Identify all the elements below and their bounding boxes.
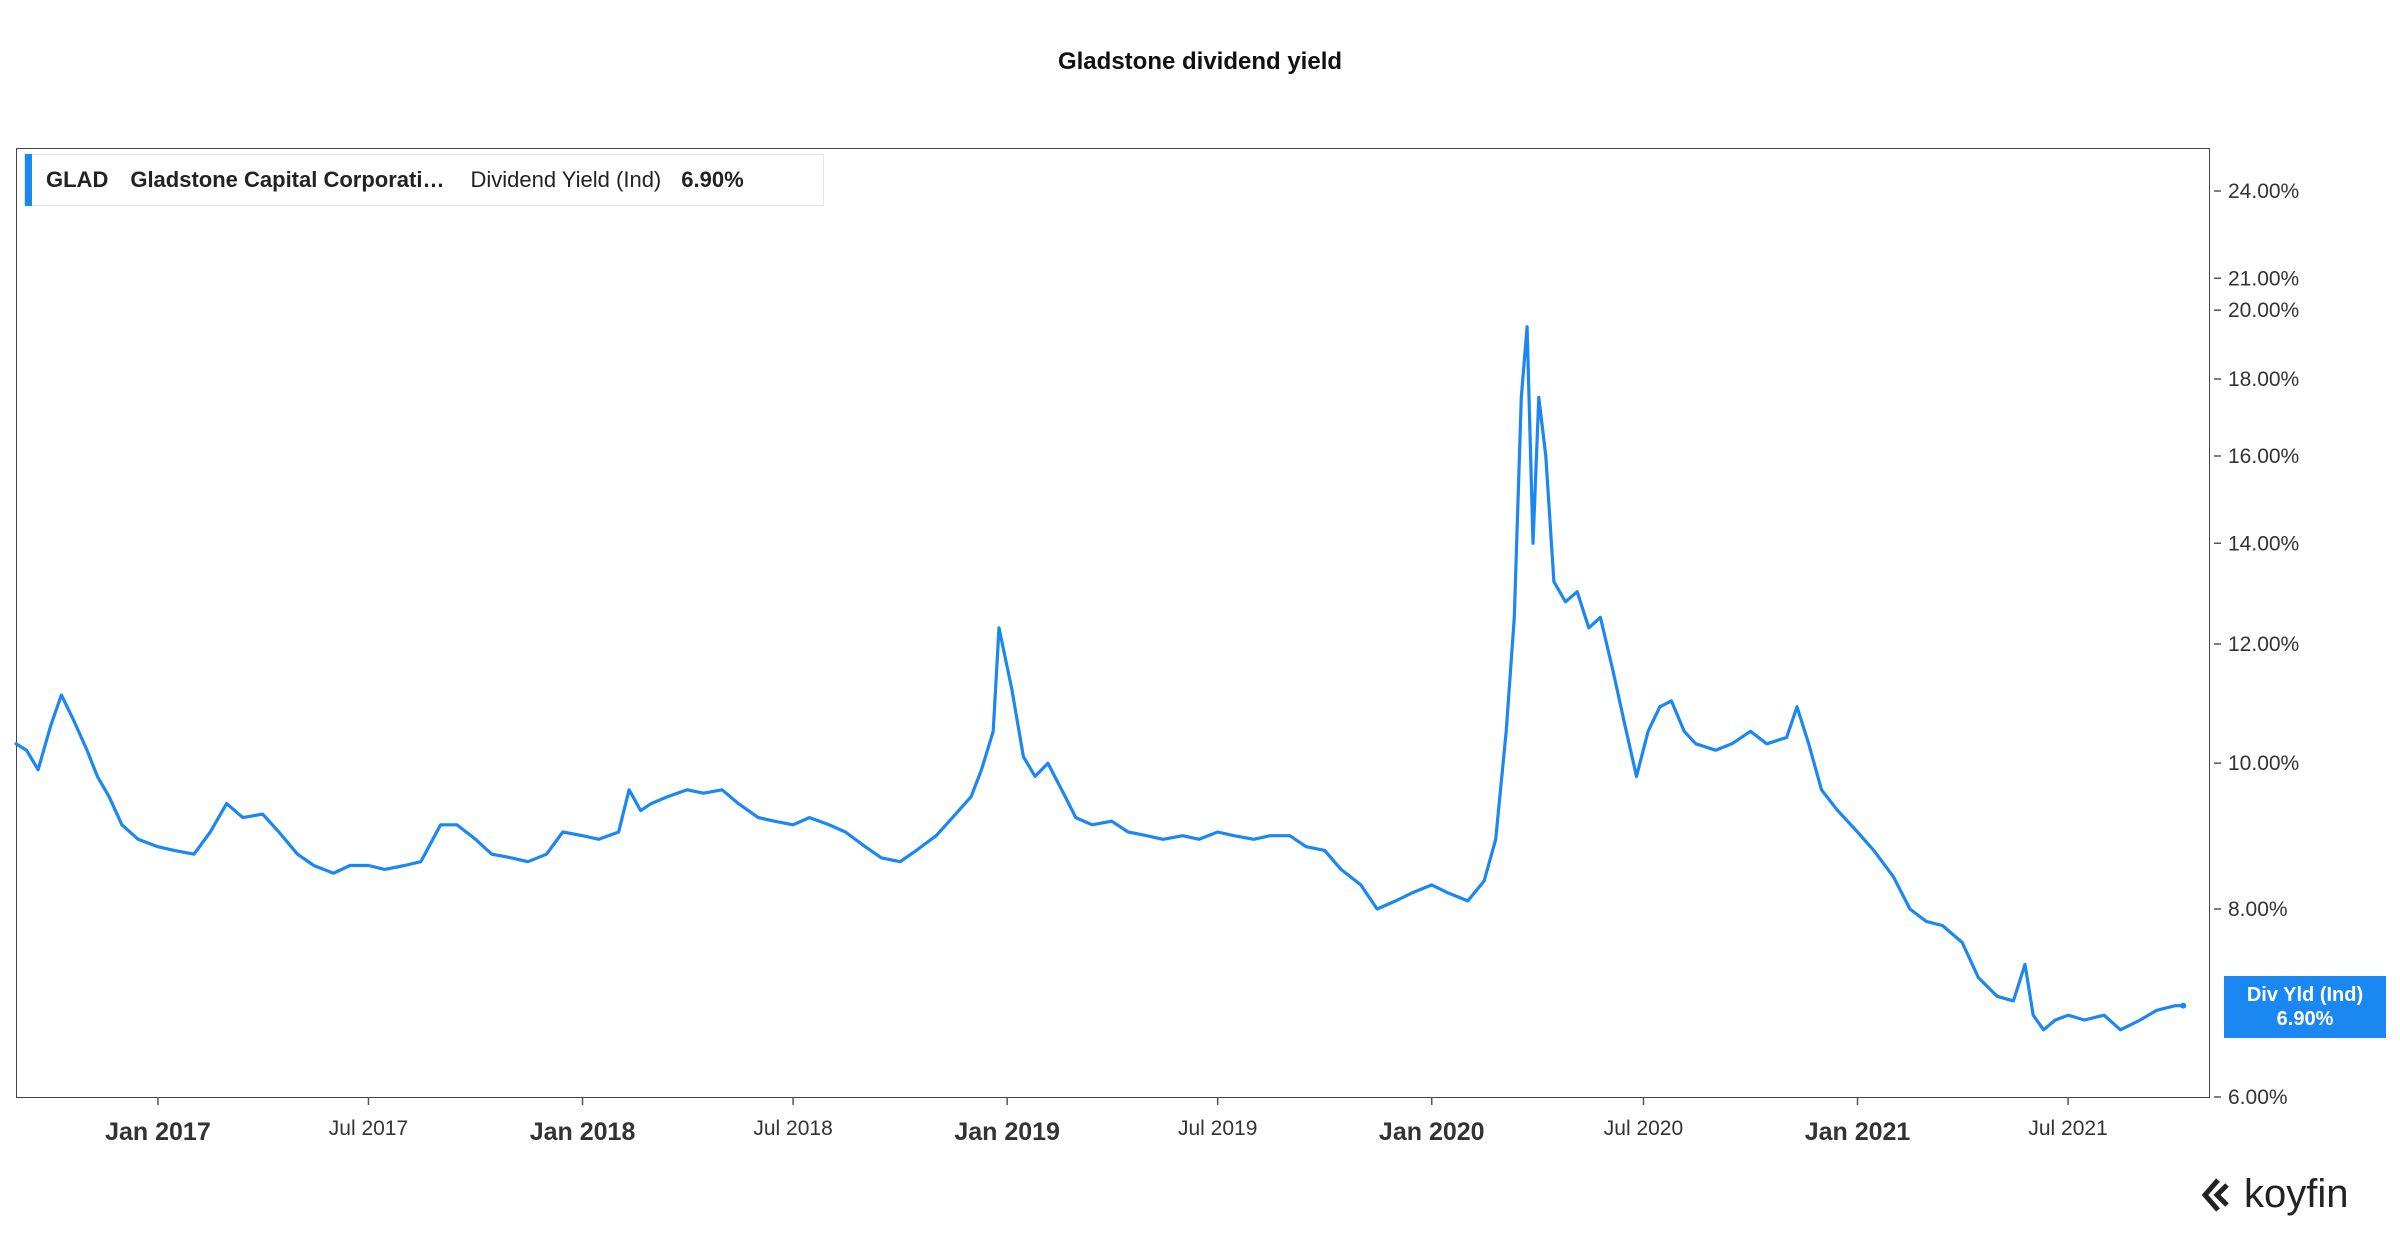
brand-logo: koyfin [2200, 1172, 2349, 1217]
chart-title: Gladstone dividend yield [1057, 48, 1343, 75]
series-line [14, 325, 2185, 1032]
legend-color-swatch [25, 154, 32, 206]
x-tick-label: Jul 2018 [753, 1117, 832, 1140]
y-tick-label: 18.00% [2228, 368, 2299, 391]
y-tick-label: 8.00% [2228, 898, 2288, 921]
x-tick-label: Jan 2017 [105, 1118, 211, 1146]
series-last-point [2180, 1002, 2187, 1009]
brand-name: koyfin [2244, 1172, 2349, 1216]
last-value-metric: Div Yld (Ind) [2246, 984, 2364, 1006]
y-tick-label: 16.00% [2228, 445, 2299, 468]
y-tick-label: 14.00% [2228, 532, 2299, 555]
last-value-number: 6.90% [2276, 1008, 2334, 1030]
legend-ticker: GLAD [46, 167, 109, 192]
y-tick-label: 20.00% [2228, 299, 2299, 322]
legend[interactable]: GLAD Gladstone Capital Corporati… Divide… [24, 154, 824, 206]
legend-metric: Dividend Yield (Ind) [470, 167, 662, 192]
y-tick-label: 12.00% [2228, 633, 2299, 656]
legend-value: 6.90% [681, 167, 744, 192]
last-value-label: Div Yld (Ind) 6.90% [2224, 976, 2386, 1038]
koyfin-logo-icon [2201, 1177, 2229, 1212]
y-tick-label: 21.00% [2228, 267, 2299, 290]
x-tick-label: Jan 2020 [1379, 1118, 1485, 1146]
x-tick-label: Jan 2021 [1805, 1118, 1911, 1146]
x-tick-label: Jan 2018 [530, 1118, 636, 1146]
y-tick-label: 6.00% [2228, 1086, 2288, 1109]
plot-area [16, 148, 2210, 1098]
x-tick-label: Jan 2019 [954, 1118, 1060, 1146]
y-tick-label: 10.00% [2228, 752, 2299, 775]
x-tick-label: Jul 2021 [2028, 1117, 2107, 1140]
x-tick-label: Jul 2017 [329, 1117, 408, 1140]
y-tick-label: 24.00% [2228, 180, 2299, 203]
legend-security-name: Gladstone Capital Corporati… [130, 167, 445, 192]
x-tick-label: Jul 2020 [1604, 1117, 1683, 1140]
x-tick-label: Jul 2019 [1178, 1117, 1257, 1140]
